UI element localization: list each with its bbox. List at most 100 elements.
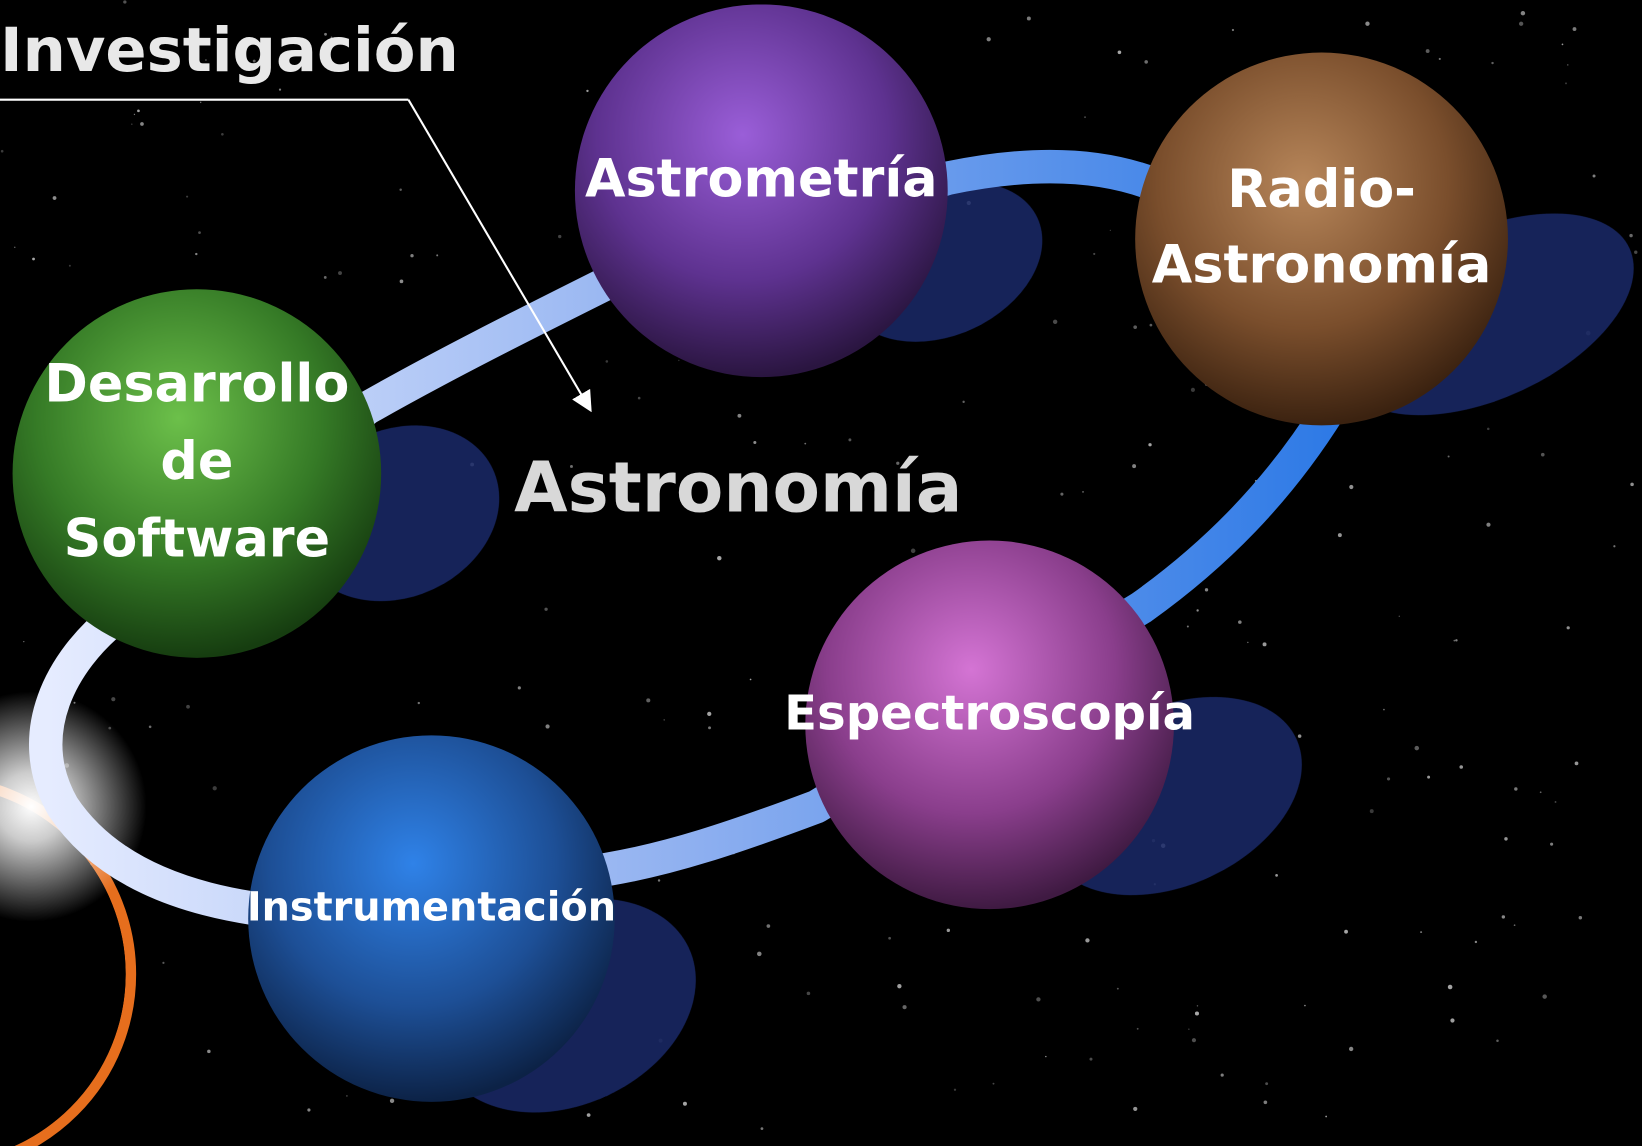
star [1144,60,1148,64]
star [1082,491,1084,493]
star [1298,734,1302,738]
star [207,1050,211,1054]
star [390,1099,394,1103]
star [807,992,811,996]
star [1085,938,1089,942]
star [1275,874,1278,877]
planet-label: Desarrollo [44,354,349,415]
star [1221,1074,1224,1077]
star [1,150,4,153]
star [399,189,401,191]
star [1118,50,1122,54]
star [1579,916,1582,919]
star [123,0,126,3]
star [1496,1040,1499,1043]
title: Investigación [0,16,459,86]
star [1117,988,1119,990]
planet-label: Instrumentación [247,885,616,931]
planet-node: Astrometría [575,4,948,377]
star [750,679,752,681]
star [1093,253,1095,255]
star [1349,1047,1353,1051]
star [213,786,217,790]
star [111,697,115,701]
star [1459,765,1463,769]
star [69,265,71,267]
star [767,924,771,928]
planet-node: Instrumentación [247,735,616,1102]
star [545,724,549,728]
star [1089,1058,1092,1061]
star [1542,994,1546,998]
planet-label: Radio- [1227,159,1416,220]
star [1188,1028,1189,1029]
star [1232,29,1234,31]
star [1555,801,1557,803]
star [1192,1038,1196,1042]
star [888,937,891,940]
star [1027,16,1031,20]
star [1593,174,1596,177]
star [646,698,650,702]
star [586,90,588,92]
star [410,254,413,257]
star [1137,1028,1139,1030]
star [137,110,140,113]
star [1365,22,1369,26]
star [1630,483,1634,487]
star [708,726,711,729]
star [1344,930,1348,934]
star [1541,453,1545,457]
star [1387,777,1390,780]
star [947,929,950,932]
star [1567,626,1570,629]
star [1455,639,1457,641]
star [324,276,327,279]
star [1448,985,1453,990]
star [1045,1056,1046,1057]
star [1036,997,1040,1001]
star [1504,837,1507,840]
star [1247,642,1248,643]
star [993,1083,995,1085]
star [1420,931,1422,933]
star [663,719,664,720]
star [717,556,721,560]
star [544,608,547,611]
star [32,258,35,261]
star [962,401,964,403]
star [1263,642,1267,646]
star [1264,1100,1268,1104]
star [221,133,224,136]
star [1613,545,1615,547]
star [14,247,15,248]
star [140,122,144,126]
star [1060,493,1063,496]
star [1573,27,1577,31]
star [1575,761,1579,765]
star [1540,791,1542,793]
star [1521,11,1525,15]
star [418,702,420,704]
star [1133,325,1137,329]
star [1514,924,1516,926]
star [903,1005,907,1009]
star [279,89,281,91]
planet-label: de [160,431,233,492]
star [1383,709,1385,711]
star [1084,116,1086,118]
star [518,686,521,689]
star [1195,1011,1199,1015]
planet-label: Astrometría [585,148,938,209]
star [757,952,762,957]
star [346,1095,348,1097]
star [186,705,190,709]
star [1196,609,1198,611]
star [804,443,806,445]
star [53,196,57,200]
star [761,1127,764,1130]
star [678,360,679,361]
star [23,641,24,642]
star [1514,787,1517,790]
star [131,123,133,125]
